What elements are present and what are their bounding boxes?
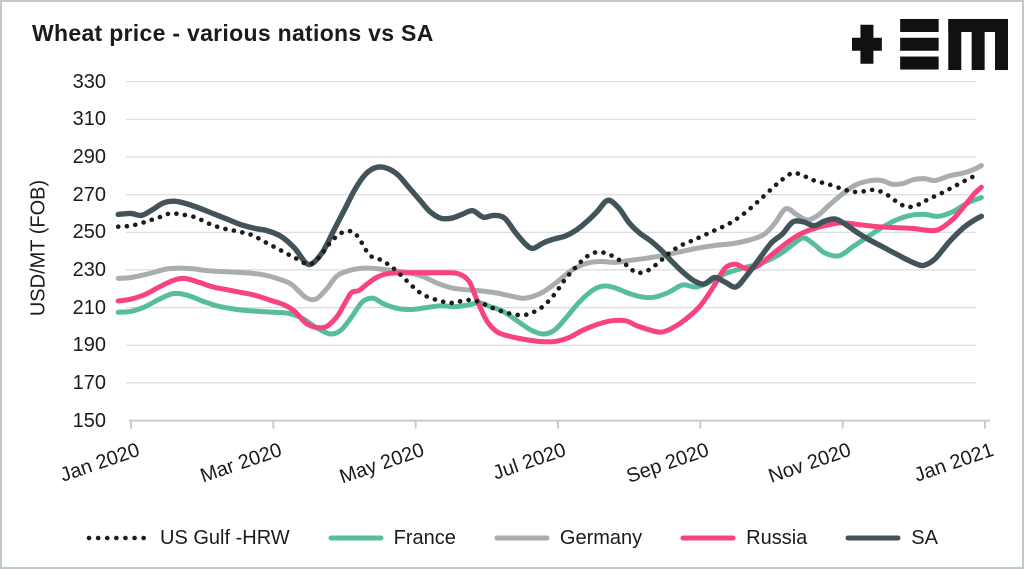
legend-swatch-icon [86,535,150,541]
legend-label: Germany [559,526,643,549]
series-line-Germany [115,163,984,303]
y-tick-label: 210 [72,296,106,319]
chart-legend: US Gulf -HRW France Germany Russia SA [2,518,1022,558]
y-tick-label: 170 [72,371,106,394]
legend-label: SA [911,526,938,549]
series-line-France [115,195,984,337]
legend-label: US Gulf -HRW [160,526,290,549]
legend-swatch-icon [680,535,736,541]
legend-item-France: France [328,527,456,550]
series-line-SA [115,164,985,290]
chart-title: Wheat price - various nations vs SA [32,20,434,46]
legend-swatch-icon [328,535,384,541]
y-tick-label: 230 [72,258,106,281]
y-tick-label: 330 [72,70,106,93]
legend-item-Germany: Germany [494,527,642,550]
legend-item-US Gulf -HRW: US Gulf -HRW [86,527,290,550]
y-tick-label: 290 [72,146,106,168]
y-tick-label: 150 [72,409,106,432]
series-line-Russia [115,184,984,345]
legend-swatch-icon [494,535,550,541]
tem-logo-icon [852,18,1008,71]
legend-item-Russia: Russia [680,527,807,550]
y-tick-label: 310 [72,108,106,131]
triple-bar-icon [900,18,939,70]
plus-icon [852,24,882,64]
legend-swatch-icon [845,535,901,541]
y-tick-label: 270 [72,183,106,206]
y-tick-label: 250 [72,221,106,244]
series-line-US Gulf -HRW [115,170,981,318]
legend-item-SA: SA [845,527,938,550]
legend-label: Russia [746,526,808,549]
m-icon [948,18,1008,71]
y-tick-label: 190 [72,334,106,357]
legend-label: France [393,526,456,549]
